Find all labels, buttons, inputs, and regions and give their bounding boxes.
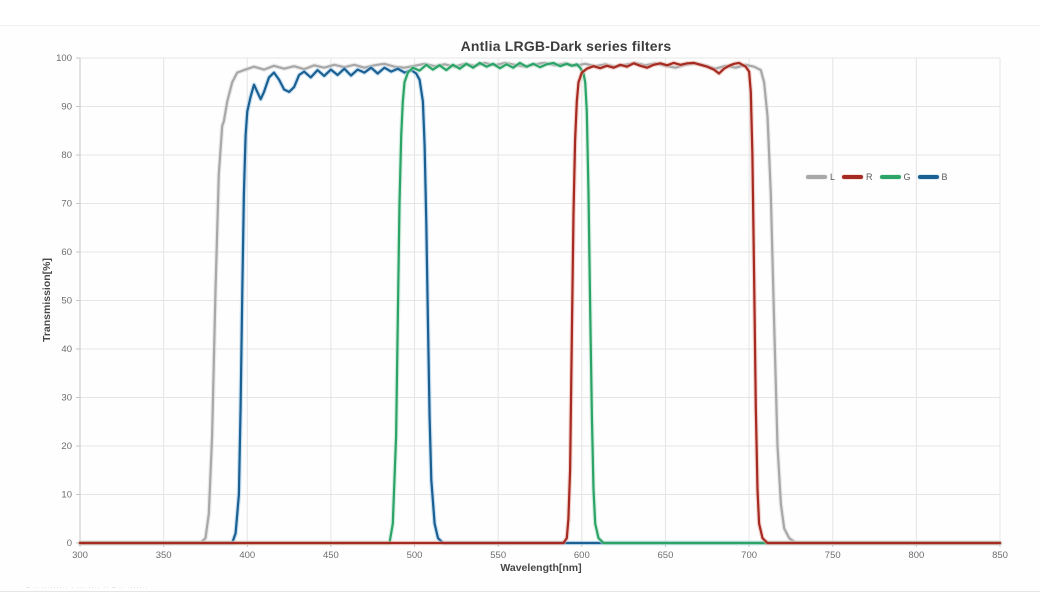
x-tick-label: 600 [574,550,590,561]
x-tick-label: 700 [741,550,757,561]
series-G-halo [77,60,1003,546]
y-tick-label: 100 [56,53,72,64]
y-tick-label: 10 [61,490,72,501]
legend-item-R: R [842,172,873,182]
series-L-halo [77,60,1003,546]
x-tick-label: 500 [407,550,423,561]
y-tick-label: 90 [61,102,72,113]
y-tick-label: 0 [67,538,72,549]
legend-label-B: B [941,172,948,182]
chart-photo-background [0,25,1040,592]
legend-swatch-L [806,175,827,179]
legend-swatch-R [842,175,864,179]
x-tick-label: 650 [658,550,674,561]
series-B-halo [77,65,1003,546]
x-tick-label: 300 [72,550,88,561]
x-tick-label: 400 [239,550,255,561]
y-tick-label: 60 [61,247,72,258]
x-tick-label: 800 [908,550,924,561]
x-axis-title: Wavelength[nm] [500,562,582,574]
chart-title: Antlia LRGB-Dark series filters [460,38,672,54]
y-tick-label: 80 [61,150,72,161]
series-L-line [78,61,1002,545]
legend-item-G: G [879,172,911,182]
series-B-line [78,66,1002,545]
series-G-line [78,61,1002,545]
legend-label-L: L [830,172,836,182]
y-tick-label: 40 [61,344,72,355]
x-tick-label: 750 [825,550,841,561]
y-tick-label: 70 [61,199,72,210]
legend-item-L: L [806,172,835,182]
x-tick-label: 850 [992,550,1008,561]
series-R-halo [77,60,1003,546]
legend-swatch-G [879,175,901,179]
series-R-line [78,61,1002,545]
legend-label-G: G [903,172,911,182]
x-tick-label: 450 [323,550,339,561]
y-tick-label: 20 [61,441,72,452]
legend-label-R: R [866,172,873,182]
y-tick-label: 50 [61,296,72,307]
x-tick-label: 350 [156,550,172,561]
x-tick-label: 550 [490,550,506,561]
y-axis-title: Transmission[%] [41,257,53,343]
y-tick-label: 30 [61,393,72,404]
photo-watermark-text: – ·· ········· · ··· ···· ·· – ·· ······… [26,585,149,591]
legend-item-B: B [917,172,948,182]
legend-swatch-B [917,175,939,179]
